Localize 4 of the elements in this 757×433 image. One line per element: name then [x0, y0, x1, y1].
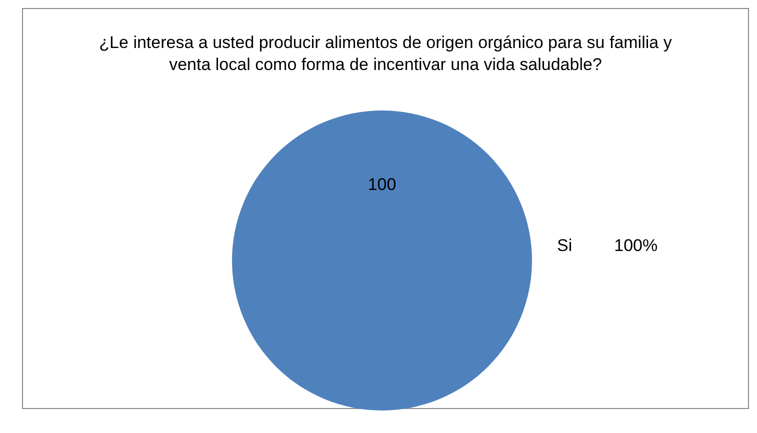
- slice-label: Si: [557, 236, 572, 256]
- data-label: 100: [368, 175, 396, 194]
- text: 100%: [614, 236, 658, 256]
- chart-title: ¿Le interesa a usted producir alimentos de origen orgánico para su familia y venta local como forma de incentivar una vida saludable?: [98, 32, 673, 76]
